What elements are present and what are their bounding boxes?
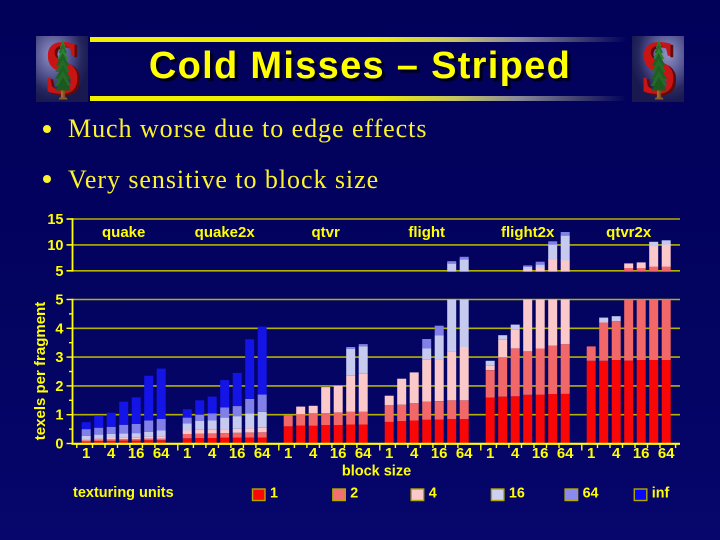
svg-text:1: 1	[82, 445, 90, 462]
svg-text:64: 64	[355, 445, 372, 462]
svg-text:16: 16	[330, 445, 347, 462]
svg-text:qtvr2x: qtvr2x	[606, 224, 652, 241]
svg-text:0: 0	[55, 437, 63, 453]
svg-text:block size: block size	[342, 464, 411, 480]
svg-text:15: 15	[47, 212, 63, 228]
svg-text:1: 1	[270, 486, 278, 502]
svg-text:4: 4	[309, 445, 318, 462]
svg-text:16: 16	[509, 486, 525, 502]
svg-text:64: 64	[557, 445, 574, 462]
svg-text:64: 64	[153, 445, 170, 462]
svg-text:4: 4	[429, 486, 437, 502]
svg-text:3: 3	[55, 350, 63, 366]
svg-text:4: 4	[612, 445, 621, 462]
svg-text:10: 10	[47, 238, 63, 254]
svg-text:16: 16	[532, 445, 549, 462]
svg-text:4: 4	[410, 445, 419, 462]
svg-text:64: 64	[583, 486, 599, 502]
svg-text:4: 4	[55, 321, 63, 337]
svg-text:2: 2	[55, 379, 63, 395]
svg-text:5: 5	[55, 293, 63, 309]
svg-text:texels per fragment: texels per fragment	[32, 302, 49, 440]
svg-text:quake2x: quake2x	[195, 224, 256, 241]
svg-text:16: 16	[633, 445, 650, 462]
svg-text:texturing units: texturing units	[73, 485, 174, 501]
svg-text:64: 64	[254, 445, 271, 462]
svg-text:1: 1	[587, 445, 595, 462]
svg-text:16: 16	[431, 445, 448, 462]
svg-text:16: 16	[128, 445, 145, 462]
svg-text:5: 5	[55, 264, 63, 280]
svg-text:4: 4	[107, 445, 116, 462]
svg-text:2: 2	[350, 486, 358, 502]
svg-text:4: 4	[208, 445, 217, 462]
svg-text:64: 64	[658, 445, 675, 462]
svg-text:64: 64	[456, 445, 473, 462]
svg-text:1: 1	[486, 445, 494, 462]
svg-text:4: 4	[511, 445, 520, 462]
svg-text:inf: inf	[652, 486, 670, 502]
svg-text:1: 1	[55, 408, 63, 424]
svg-text:1: 1	[183, 445, 191, 462]
svg-text:1: 1	[284, 445, 292, 462]
svg-text:flight: flight	[408, 224, 445, 241]
svg-text:quake: quake	[102, 224, 145, 241]
svg-text:1: 1	[385, 445, 393, 462]
svg-text:16: 16	[229, 445, 246, 462]
svg-text:flight2x: flight2x	[501, 224, 555, 241]
svg-text:qtvr: qtvr	[312, 224, 341, 241]
